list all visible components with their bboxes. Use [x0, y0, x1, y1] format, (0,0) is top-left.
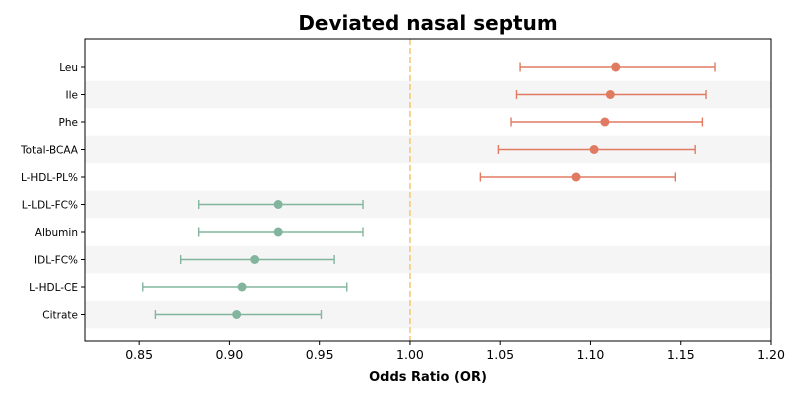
data-row: [198, 227, 364, 237]
data-row: [154, 310, 323, 319]
category-label: L-HDL-PL%: [21, 172, 78, 184]
category-label: Citrate: [42, 310, 78, 322]
row-bands: [85, 80, 771, 329]
x-tick-label: 1.15: [667, 347, 695, 362]
or-point: [611, 62, 621, 72]
data-row: [515, 90, 707, 99]
data-row: [479, 172, 677, 182]
data-row: [497, 145, 696, 154]
or-point: [605, 90, 615, 99]
x-tick-label: 1.00: [396, 347, 424, 362]
x-tick-label: 0.85: [125, 347, 153, 362]
category-label: Albumin: [35, 227, 78, 239]
category-label: IDL-FC%: [34, 255, 78, 267]
row-band: [85, 190, 771, 219]
or-point: [273, 200, 283, 209]
data-row: [198, 200, 364, 209]
x-tick-label: 0.90: [215, 347, 243, 362]
or-point: [237, 282, 247, 292]
x-axis-label: Odds Ratio (OR): [369, 370, 487, 385]
or-point: [273, 227, 283, 237]
chart-title: Deviated nasal septum: [298, 11, 557, 35]
x-tick-label: 1.05: [486, 347, 514, 362]
data-row: [519, 62, 716, 72]
category-label: L-HDL-CE: [29, 282, 78, 294]
x-tick-label: 0.95: [306, 347, 334, 362]
category-label: L-LDL-FC%: [22, 200, 78, 212]
x-tick-label: 1.20: [757, 347, 785, 362]
category-label: Total-BCAA: [20, 145, 79, 157]
data-row: [179, 255, 335, 264]
data-row: [142, 282, 348, 292]
or-point: [232, 310, 242, 319]
category-label: Ile: [66, 90, 78, 102]
or-point: [589, 145, 599, 154]
category-label: Phe: [59, 117, 78, 129]
data-row: [510, 117, 704, 127]
plot-frame: [84, 38, 772, 342]
or-point: [600, 117, 610, 127]
or-point: [571, 172, 581, 182]
or-point: [250, 255, 260, 264]
x-tick-label: 1.10: [577, 347, 605, 362]
category-label: Leu: [59, 62, 78, 74]
